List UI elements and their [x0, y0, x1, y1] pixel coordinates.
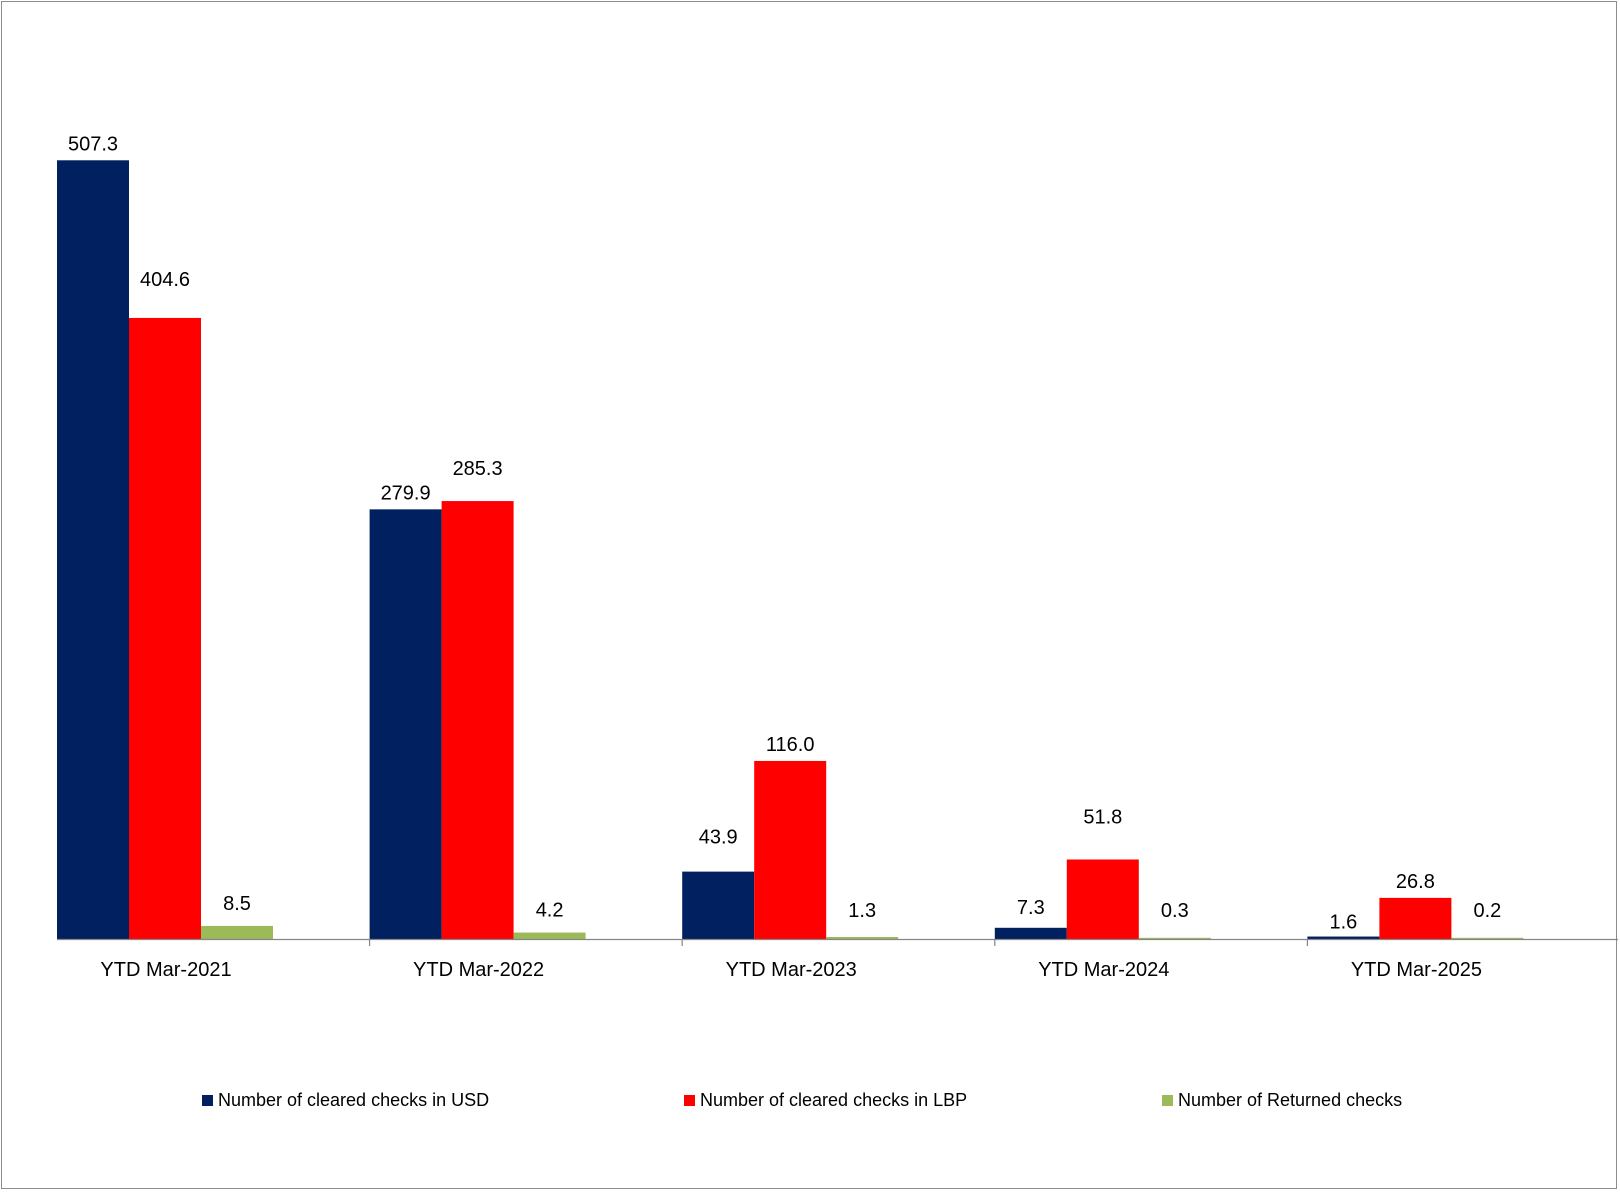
data-label-number-of-returned-checks-ytd-mar-2023: 1.3 — [848, 900, 876, 922]
bar-number-of-cleared-checks-in-lbp-ytd-mar-2021 — [129, 317, 201, 940]
legend-swatch-number-of-returned-checks — [1162, 1095, 1173, 1106]
data-label-number-of-cleared-checks-in-lbp-ytd-mar-2021: 404.6 — [140, 269, 190, 291]
data-label-number-of-cleared-checks-in-usd-ytd-mar-2022: 279.9 — [381, 482, 431, 504]
x-tick-label-ytd-mar-2021: YTD Mar-2021 — [100, 959, 231, 981]
x-axis: YTD Mar-2021 YTD Mar-2022 YTD Mar-2023 YTD … — [57, 938, 1618, 981]
x-tick-label-ytd-mar-2024: YTD Mar-2024 — [1038, 959, 1169, 981]
data-label-number-of-cleared-checks-in-usd-ytd-mar-2023: 43.9 — [699, 827, 738, 849]
legend-swatch-number-of-cleared-checks-in-lbp — [684, 1095, 695, 1106]
data-label-number-of-returned-checks-ytd-mar-2021: 8.5 — [223, 893, 251, 915]
data-labels-layer: 507.3 404.6 8.5 279.9 285.3 4.2 43.9 116.0 1.3 7.… — [68, 133, 1501, 933]
legend-label-number-of-cleared-checks-in-usd: Number of cleared checks in USD — [218, 1090, 489, 1110]
legend-label-number-of-returned-checks: Number of Returned checks — [1178, 1090, 1402, 1110]
legend: Number of cleared checks in USD Number of… — [202, 1090, 1402, 1110]
bar-number-of-cleared-checks-in-usd-ytd-mar-2022 — [369, 509, 442, 939]
data-label-number-of-returned-checks-ytd-mar-2025: 0.2 — [1473, 900, 1501, 922]
data-label-number-of-cleared-checks-in-lbp-ytd-mar-2022: 285.3 — [453, 458, 503, 480]
data-label-number-of-returned-checks-ytd-mar-2022: 4.2 — [536, 900, 564, 922]
bars-layer — [57, 160, 1524, 940]
x-tick-label-ytd-mar-2025: YTD Mar-2025 — [1351, 959, 1482, 981]
data-label-number-of-cleared-checks-in-lbp-ytd-mar-2023: 116.0 — [766, 734, 815, 756]
data-label-number-of-cleared-checks-in-usd-ytd-mar-2021: 507.3 — [68, 133, 118, 155]
bar-number-of-returned-checks-ytd-mar-2025 — [1451, 937, 1524, 939]
bar-number-of-returned-checks-ytd-mar-2021 — [201, 925, 273, 939]
bar-number-of-cleared-checks-in-lbp-ytd-mar-2023 — [754, 760, 827, 939]
bar-number-of-cleared-checks-in-usd-ytd-mar-2021 — [57, 160, 129, 939]
bar-number-of-cleared-checks-in-lbp-ytd-mar-2024 — [1066, 859, 1139, 939]
bar-number-of-returned-checks-ytd-mar-2023 — [826, 937, 899, 939]
bar-number-of-cleared-checks-in-usd-ytd-mar-2024 — [994, 927, 1067, 939]
data-label-number-of-cleared-checks-in-usd-ytd-mar-2025: 1.6 — [1329, 912, 1357, 934]
bar-number-of-cleared-checks-in-lbp-ytd-mar-2025 — [1379, 897, 1452, 939]
bar-number-of-returned-checks-ytd-mar-2024 — [1138, 937, 1211, 939]
bar-number-of-cleared-checks-in-lbp-ytd-mar-2022 — [441, 501, 514, 939]
bar-number-of-cleared-checks-in-usd-ytd-mar-2023 — [682, 871, 755, 939]
x-tick-label-ytd-mar-2023: YTD Mar-2023 — [726, 959, 857, 981]
legend-swatch-number-of-cleared-checks-in-usd — [202, 1095, 213, 1106]
data-label-number-of-cleared-checks-in-lbp-ytd-mar-2024: 51.8 — [1083, 806, 1122, 828]
legend-label-number-of-cleared-checks-in-lbp: Number of cleared checks in LBP — [700, 1090, 967, 1110]
data-label-number-of-returned-checks-ytd-mar-2024: 0.3 — [1161, 900, 1189, 922]
x-tick-label-ytd-mar-2022: YTD Mar-2022 — [413, 959, 544, 981]
bar-number-of-returned-checks-ytd-mar-2022 — [513, 932, 586, 939]
data-label-number-of-cleared-checks-in-lbp-ytd-mar-2025: 26.8 — [1396, 871, 1435, 893]
data-label-number-of-cleared-checks-in-usd-ytd-mar-2024: 7.3 — [1017, 897, 1045, 919]
bar-number-of-cleared-checks-in-usd-ytd-mar-2025 — [1307, 936, 1380, 939]
